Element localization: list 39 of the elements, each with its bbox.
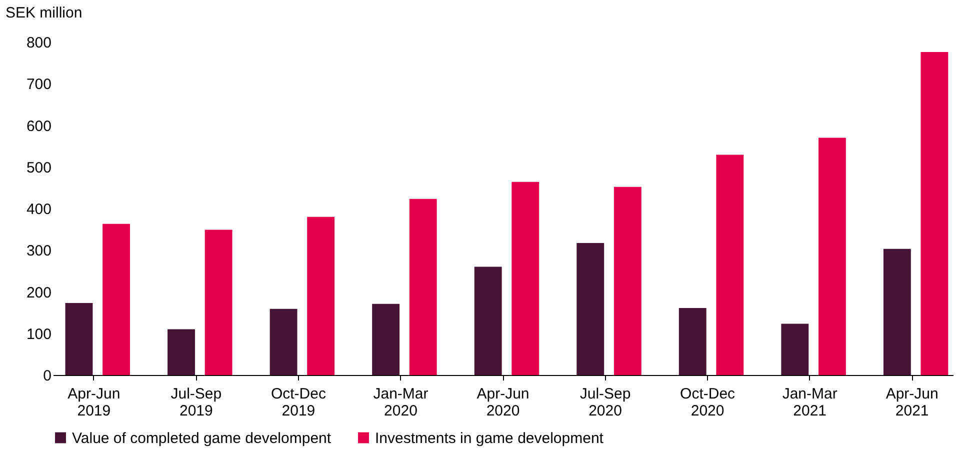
x-tick-label: Apr-Jun 2019 bbox=[68, 386, 120, 420]
x-tick-label: Jul-Sep 2020 bbox=[580, 386, 631, 420]
x-tick-label: Oct-Dec 2019 bbox=[270, 386, 326, 420]
x-tick-label: Jan-Mar 2020 bbox=[373, 386, 428, 420]
bar bbox=[102, 224, 130, 375]
y-tick-label: 200 bbox=[26, 284, 52, 302]
x-tick-label: Oct-Dec 2020 bbox=[680, 386, 736, 420]
x-tick-label: Apr-Jun 2021 bbox=[886, 386, 938, 420]
y-tick-label: 400 bbox=[26, 201, 52, 218]
bar bbox=[818, 138, 846, 375]
legend-label: Investments in game development bbox=[375, 430, 604, 447]
bar bbox=[716, 154, 744, 375]
bar bbox=[270, 308, 298, 375]
bar bbox=[307, 216, 335, 375]
bar bbox=[204, 230, 232, 375]
y-tick-label: 700 bbox=[26, 76, 52, 94]
bar bbox=[920, 52, 948, 375]
legend-label: Value of completed game develompent bbox=[72, 430, 332, 447]
y-tick-label: 600 bbox=[26, 118, 52, 135]
y-axis-title: SEK million bbox=[6, 4, 82, 22]
bar bbox=[576, 243, 604, 375]
bar bbox=[65, 302, 93, 375]
y-tick-label: 0 bbox=[43, 368, 52, 384]
bar bbox=[409, 198, 437, 375]
bar bbox=[781, 324, 809, 375]
y-tick-label: 100 bbox=[26, 326, 52, 343]
y-tick-label: 500 bbox=[26, 159, 52, 176]
x-tick-label: Jan-Mar 2021 bbox=[782, 386, 838, 420]
bar bbox=[474, 266, 502, 375]
bar bbox=[372, 304, 400, 375]
bar bbox=[883, 248, 911, 375]
bar bbox=[168, 329, 195, 375]
bar bbox=[614, 186, 642, 375]
bar bbox=[678, 308, 706, 375]
x-tick-label: Jul-Sep 2019 bbox=[170, 386, 222, 420]
x-tick-label: Apr-Jun 2020 bbox=[476, 386, 530, 420]
bar bbox=[512, 182, 540, 375]
y-tick-label: 300 bbox=[26, 242, 52, 260]
y-tick-label: 800 bbox=[26, 34, 52, 52]
